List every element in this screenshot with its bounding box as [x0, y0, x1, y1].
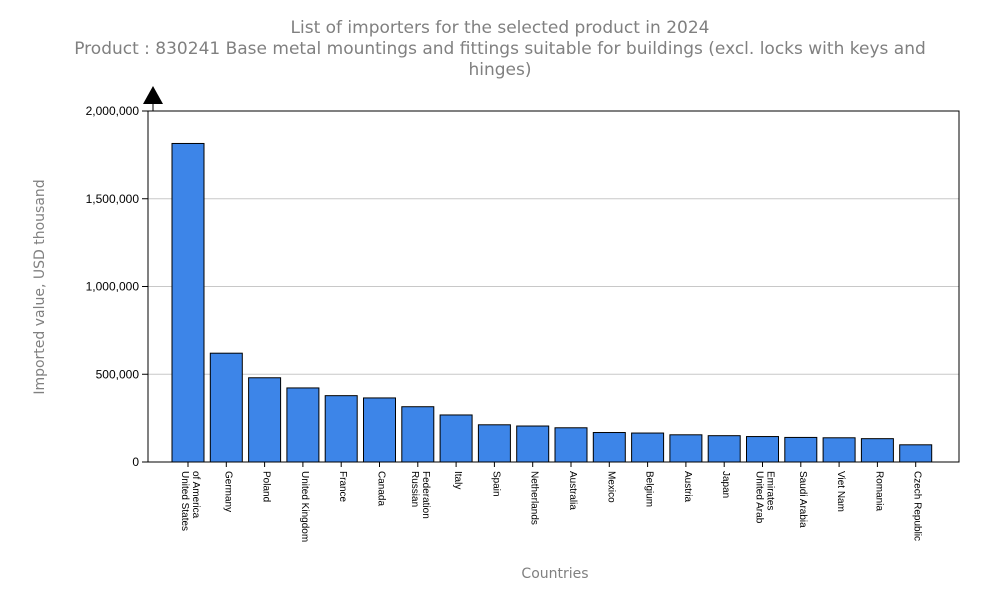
x-axis-ticks: United Statesof America Germany Poland Unit…	[179, 462, 923, 542]
bar[interactable]	[592, 432, 626, 463]
y-tick-label: 1,500,000	[86, 192, 140, 206]
bar[interactable]	[477, 424, 511, 463]
x-tick-label: United Kingdom	[299, 471, 310, 542]
x-tick-label: Mexico	[605, 471, 616, 503]
bar[interactable]	[171, 142, 205, 463]
bar[interactable]	[554, 427, 588, 463]
bar[interactable]	[286, 387, 320, 463]
y-tick-label: 2,000,000	[86, 104, 140, 118]
x-tick-label: Viet Nam	[835, 471, 846, 512]
y-tick-label: 0	[132, 455, 139, 469]
bar[interactable]	[707, 435, 741, 463]
bar[interactable]	[209, 352, 243, 463]
y-axis-ticks: 0 500,000 1,000,000 1,500,000 2,000,000	[86, 104, 148, 469]
bar[interactable]	[324, 395, 358, 463]
bar[interactable]	[516, 425, 550, 463]
x-tick-label: Romania	[873, 471, 884, 511]
x-tick-label: Saudi Arabia	[797, 471, 808, 528]
x-tick-label: Austria	[682, 471, 693, 503]
x-tick-label: RussianFederation	[409, 471, 431, 519]
bar[interactable]	[363, 397, 396, 463]
x-tick-label: Italy	[452, 471, 463, 489]
bar[interactable]	[248, 377, 282, 463]
x-tick-label: Poland	[261, 471, 272, 502]
bar[interactable]	[439, 414, 473, 463]
plot-frame	[147, 110, 960, 463]
x-tick-label: Belgium	[644, 471, 655, 507]
bar[interactable]	[631, 432, 665, 463]
x-tick-label: Canada	[376, 471, 387, 506]
bar[interactable]	[822, 437, 856, 463]
x-tick-label: Germany	[222, 471, 233, 512]
bar[interactable]	[899, 444, 933, 463]
bars	[171, 142, 933, 463]
y-axis-label: Imported value, USD thousand	[32, 179, 48, 394]
x-tick-label: Netherlands	[529, 471, 540, 525]
y-tick-label: 1,000,000	[86, 280, 140, 294]
bar[interactable]	[401, 406, 435, 463]
x-tick-label: United ArabEmirates	[754, 471, 776, 524]
x-tick-label: Australia	[567, 471, 578, 510]
y-tick-label: 500,000	[96, 367, 140, 381]
x-tick-label: Spain	[490, 471, 501, 497]
y-axis-arrow-icon	[143, 86, 163, 104]
bar[interactable]	[860, 438, 894, 463]
x-axis-label: Countries	[521, 566, 588, 582]
chart-title: List of importers for the selected produ…	[290, 18, 710, 38]
bar[interactable]	[784, 436, 818, 463]
gridlines	[148, 198, 959, 375]
x-tick-label: France	[337, 471, 348, 503]
x-tick-label: Japan	[720, 471, 731, 498]
x-tick-label: Czech Republic	[912, 471, 923, 541]
chart-subtitle: Product : 830241 Base metal mountings an…	[74, 39, 926, 80]
bar[interactable]	[746, 436, 779, 463]
bar[interactable]	[669, 434, 703, 463]
x-tick-label: United Statesof America	[179, 471, 201, 531]
